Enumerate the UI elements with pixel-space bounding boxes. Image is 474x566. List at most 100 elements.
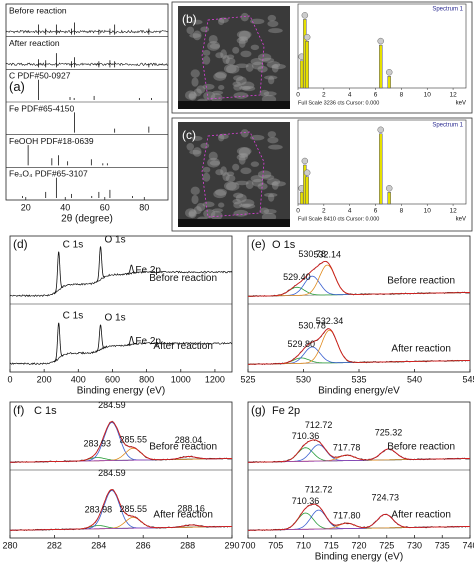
peak-label: 288.04 — [175, 435, 203, 445]
sem-texture — [210, 93, 223, 103]
x-tick-label: 535 — [351, 374, 366, 384]
peak-label: 284.59 — [98, 468, 126, 478]
sem-texture — [200, 26, 210, 33]
spectrum-name: Before reaction — [149, 442, 217, 453]
sem-texture — [233, 192, 244, 199]
x-tick-label: 40 — [60, 202, 70, 212]
x-axis-label: Binding energy (eV) — [315, 552, 403, 563]
spectrum-name: Before reaction — [149, 273, 217, 284]
panel-title: O 1s — [272, 239, 296, 251]
sem-texture — [191, 194, 199, 205]
sem-texture — [240, 50, 252, 58]
sem-texture — [192, 147, 202, 157]
x-tick-label: 740 — [462, 540, 474, 550]
scale-footer: Full Scale 3236 cts Cursor: 0.000 — [298, 100, 379, 106]
sem-texture — [264, 75, 278, 80]
sem-texture — [190, 186, 200, 196]
peak-label: 283.98 — [85, 505, 113, 515]
sem-texture — [238, 36, 249, 42]
sem-texture — [236, 30, 252, 39]
peak-label: Fe 2p — [135, 336, 161, 347]
x-tick-label: 530 — [296, 374, 311, 384]
fit-envelope — [10, 489, 232, 531]
peak-label: 712.72 — [305, 420, 333, 430]
x-tick-label: 6 — [374, 92, 378, 99]
sem-texture — [267, 136, 279, 144]
sem-texture — [257, 183, 268, 190]
sem-texture — [240, 167, 252, 175]
sem-texture — [202, 166, 211, 173]
spectrum-name: Before reaction — [387, 276, 455, 287]
fit-envelope — [248, 328, 470, 365]
image-footer — [178, 101, 290, 109]
noise-trace — [5, 62, 169, 67]
series-label: Fe PDF#65-4150 — [9, 103, 74, 113]
x-tick-label: 600 — [105, 374, 120, 384]
sem-texture — [271, 63, 286, 70]
x-tick-label: 0 — [296, 92, 300, 99]
sem-texture — [226, 171, 235, 176]
element-marker — [377, 126, 384, 134]
x-tick-label: 700 — [240, 540, 255, 550]
eds-peak — [299, 192, 304, 205]
peak-label: 285.55 — [119, 435, 147, 445]
sem-texture — [212, 208, 224, 213]
sem-texture — [209, 43, 221, 49]
sem-texture — [218, 202, 225, 208]
peak-label: 717.80 — [333, 510, 361, 520]
x-tick-label: 8 — [400, 208, 404, 215]
peak-label: 532.34 — [316, 316, 344, 326]
sem-texture — [215, 188, 227, 196]
sem-texture — [250, 175, 264, 183]
sem-texture — [202, 201, 215, 208]
sem-texture — [200, 142, 210, 149]
sem-image — [178, 122, 290, 227]
sem-texture — [259, 89, 270, 97]
scale-footer: Full Scale 8410 cts Cursor: 0.000 — [298, 216, 379, 222]
sem-texture — [240, 199, 255, 207]
sem-texture — [207, 157, 221, 168]
peak-label: 529.40 — [283, 272, 311, 282]
peak-label: 532.14 — [313, 249, 341, 259]
x-tick-label: 2 — [322, 208, 326, 215]
sem-texture — [235, 180, 249, 186]
x-tick-label: 12 — [449, 92, 457, 99]
x-tick-label: 735 — [435, 540, 450, 550]
sem-texture — [220, 166, 227, 176]
sem-texture — [209, 160, 221, 166]
survey-peak — [53, 322, 64, 362]
survey-peak — [95, 324, 106, 352]
sem-texture — [226, 64, 240, 74]
x-tick-label: 400 — [71, 374, 86, 384]
sem-texture — [217, 17, 225, 26]
sem-texture — [196, 85, 206, 94]
sem-texture — [203, 91, 216, 101]
sem-texture — [208, 151, 218, 161]
sem-texture — [267, 131, 277, 138]
sem-texture — [262, 174, 275, 180]
sem-texture — [222, 172, 230, 182]
sem-texture — [267, 14, 277, 22]
peak-label: 725.32 — [375, 427, 403, 437]
sem-texture — [259, 207, 270, 215]
survey-peak — [127, 264, 136, 275]
x-tick-label: 8 — [400, 92, 404, 99]
x-tick-label: 800 — [139, 374, 154, 384]
series-label: FeOOH PDF#18-0639 — [9, 136, 94, 146]
sem-texture — [241, 85, 256, 92]
x-tick-label: 545 — [462, 374, 474, 384]
element-marker — [303, 169, 311, 176]
x-tick-label: 720 — [351, 540, 366, 550]
sem-texture — [238, 30, 251, 41]
peak-label: C 1s — [63, 240, 84, 251]
sem-texture — [271, 181, 279, 190]
x-tick-label: 80 — [139, 202, 149, 212]
sem-texture — [202, 83, 215, 90]
sem-texture — [267, 76, 275, 85]
sem-texture — [245, 180, 254, 190]
peak-label: 283.93 — [83, 438, 111, 448]
sem-texture — [233, 92, 249, 99]
peak-label: Fe 2p — [135, 265, 161, 276]
sem-texture — [193, 88, 202, 97]
